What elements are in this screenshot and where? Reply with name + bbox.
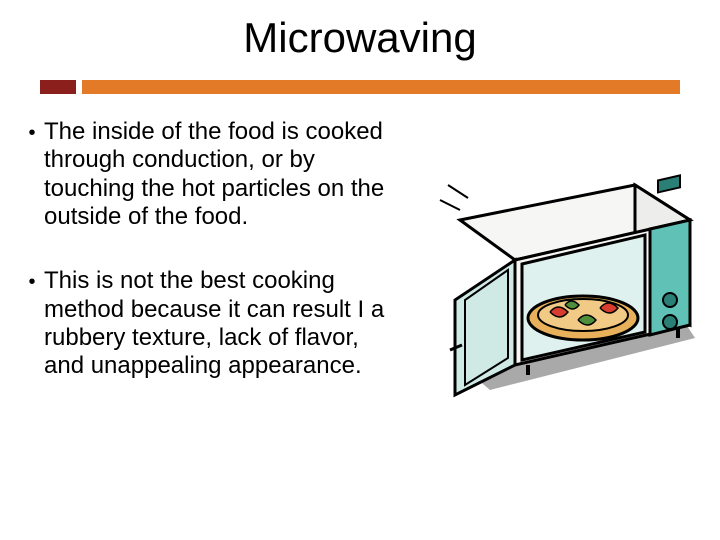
microwave-illustration [400, 150, 700, 410]
bullet-marker: • [20, 267, 44, 297]
accent-block-left [40, 80, 76, 94]
bullet-marker: • [20, 118, 44, 148]
list-item: • The inside of the food is cooked throu… [20, 118, 400, 231]
bullet-text: The inside of the food is cooked through… [44, 118, 400, 231]
accent-block-right [82, 80, 680, 94]
slide-title: Microwaving [0, 14, 720, 62]
bullet-text: This is not the best cooking method beca… [44, 267, 400, 380]
bullet-list: • The inside of the food is cooked throu… [20, 118, 400, 417]
microwave-icon [400, 150, 700, 410]
list-item: • This is not the best cooking method be… [20, 267, 400, 380]
accent-bar [40, 80, 680, 94]
slide: Microwaving • The inside of the food is … [0, 0, 720, 540]
